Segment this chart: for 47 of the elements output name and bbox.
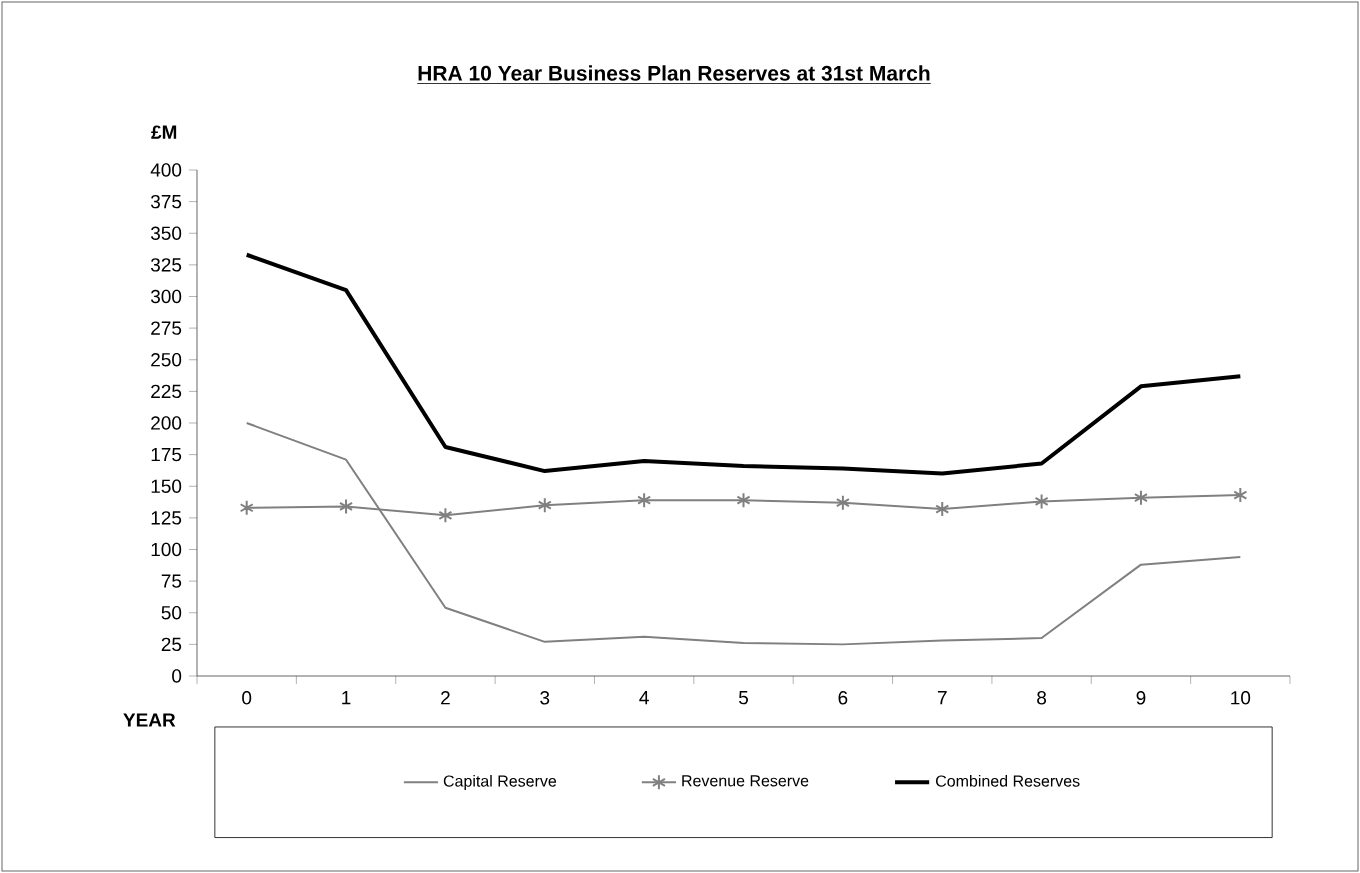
x-tick-label: 3 xyxy=(540,691,550,705)
x-tick-label: 5 xyxy=(738,691,749,705)
y-tick-label: 400 xyxy=(150,163,182,177)
x-tick-label: 4 xyxy=(639,691,649,705)
y-tick-label: 275 xyxy=(151,321,182,335)
point xyxy=(338,498,354,515)
y-tick-label: 350 xyxy=(150,226,182,240)
point xyxy=(1034,493,1049,510)
point xyxy=(835,494,850,511)
y-tick-label: 0 xyxy=(172,669,182,683)
point xyxy=(637,492,652,509)
y-tick-label: 325 xyxy=(150,258,182,272)
y-tick-label: 375 xyxy=(150,194,182,209)
x-tick-label: 9 xyxy=(1136,691,1146,705)
y-tick-label: 50 xyxy=(161,606,182,620)
y-tick-label: 150 xyxy=(151,479,182,493)
point xyxy=(935,501,950,518)
x-tick-label: 2 xyxy=(441,691,450,705)
point xyxy=(1233,487,1248,504)
x-tick-label: 7 xyxy=(937,691,947,705)
point xyxy=(537,497,552,514)
line-series xyxy=(245,422,1242,646)
y-tick-label: 100 xyxy=(151,542,182,557)
y-tick-label: 175 xyxy=(151,447,182,462)
x-tick-label: 0 xyxy=(242,691,252,705)
point xyxy=(239,499,254,516)
x-tick-label: 10 xyxy=(1231,691,1251,705)
y-axis-title: £M xyxy=(151,125,177,139)
y-tick-label: 200 xyxy=(151,416,182,430)
x-tick-label: 8 xyxy=(1037,691,1047,705)
point xyxy=(438,507,453,524)
legend-label: Revenue Reserve xyxy=(682,775,809,787)
point xyxy=(1133,489,1149,506)
y-tick-label: 125 xyxy=(151,511,182,525)
x-tick-label: 6 xyxy=(838,691,848,705)
y-tick-label: 225 xyxy=(151,384,182,399)
y-tick-label: 300 xyxy=(150,289,182,304)
chart-title: HRA 10 Year Business Plan Reserves at 31st March xyxy=(418,65,930,81)
legend-label: Capital Reserve xyxy=(443,774,557,790)
y-tick-label: 250 xyxy=(151,353,182,367)
y-tick-label: 75 xyxy=(161,574,182,588)
y-tick-label: 25 xyxy=(161,637,182,652)
x-tick-label: 1 xyxy=(342,691,351,705)
point xyxy=(736,492,751,509)
x-axis-title: YEAR xyxy=(123,713,176,727)
line-series xyxy=(244,252,1243,476)
legend-label: Combined Reserves xyxy=(936,774,1080,787)
